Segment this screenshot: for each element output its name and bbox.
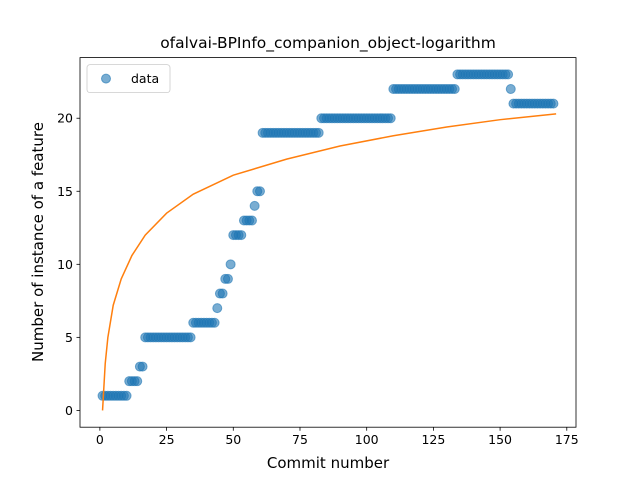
data-point [313,127,324,138]
x-tick-label: 125 [421,432,445,447]
data-point [121,390,132,401]
legend-label: data [131,71,159,86]
y-tick-label: 0 [65,403,73,418]
data-point [254,186,265,197]
x-tick-label: 25 [159,432,175,447]
x-tick-label: 0 [96,432,104,447]
data-point [225,259,236,270]
data-point [217,288,228,299]
data-point [209,317,220,328]
data-point [385,113,396,124]
x-tick-label: 50 [225,432,241,447]
legend-marker [101,73,111,84]
axes-frame [79,57,577,428]
data-point [503,69,514,80]
data-point [212,303,223,314]
y-tick-label: 20 [57,111,73,126]
y-tick-label: 10 [57,257,73,272]
data-point [449,84,460,95]
data-point [246,215,257,226]
data-point [222,273,233,284]
data-point [249,200,260,211]
data-point [505,84,516,95]
chart-title: ofalvai-BPInfo_companion_object-logarith… [160,34,496,53]
plot-area [97,69,559,411]
x-tick-label: 100 [355,432,379,447]
y-axis-label: Number of instance of a feature [29,122,47,362]
data-point [137,361,148,372]
data-point [185,332,196,343]
y-tick-label: 5 [65,330,73,345]
fit-line [101,113,557,411]
x-axis-label: Commit number [267,454,390,472]
x-tick-label: 75 [292,432,308,447]
data-point [236,230,247,241]
data-point [132,376,143,387]
x-tick-label: 150 [488,432,512,447]
x-tick-label: 175 [555,432,579,447]
legend-box [86,64,171,93]
data-point [548,98,559,109]
y-tick-label: 15 [57,184,73,199]
